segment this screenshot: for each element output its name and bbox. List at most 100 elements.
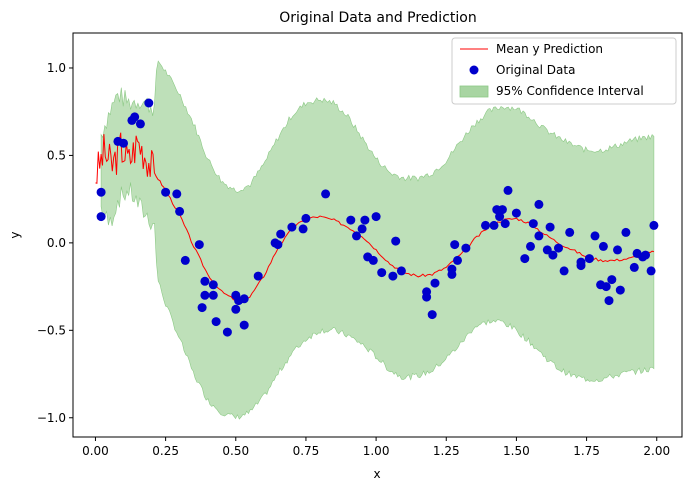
data-point (388, 271, 398, 281)
data-point (604, 296, 614, 306)
data-point (276, 229, 286, 239)
data-point (161, 187, 171, 197)
data-point (194, 240, 204, 250)
legend: Mean y Prediction Original Data 95% Confid… (451, 37, 677, 105)
x-tick-label: 0.00 (82, 444, 109, 458)
data-point (489, 220, 499, 230)
data-point (534, 231, 544, 241)
data-point (287, 222, 297, 232)
data-point (371, 212, 381, 222)
y-tick-label: 1.0 (47, 61, 66, 75)
data-point (590, 231, 600, 241)
data-point (391, 236, 401, 246)
data-point (96, 212, 106, 222)
data-point (239, 294, 249, 304)
data-point (422, 292, 432, 302)
data-point (615, 285, 625, 295)
data-point (559, 266, 569, 276)
data-point (175, 206, 185, 216)
data-point (500, 219, 510, 229)
data-point (461, 243, 471, 253)
data-point (273, 240, 283, 250)
data-point (584, 254, 594, 264)
legend-label: Mean y Prediction (496, 42, 603, 56)
data-point (565, 227, 575, 237)
confidence-band (100, 60, 655, 420)
data-point (629, 262, 639, 272)
y-axis-label: y (8, 231, 22, 238)
data-point (554, 243, 563, 253)
data-point (427, 310, 437, 320)
data-point (352, 231, 361, 241)
x-tick-label: 0.75 (293, 444, 320, 458)
data-point (368, 255, 378, 265)
data-point (357, 224, 367, 234)
data-point (613, 245, 622, 255)
data-point (200, 290, 210, 300)
data-point (497, 205, 507, 215)
data-point (144, 98, 154, 108)
data-point (197, 303, 207, 313)
x-axis-label: x (373, 467, 380, 481)
legend-label: Original Data (496, 63, 575, 77)
x-tick-label: 1.75 (573, 444, 600, 458)
data-point (298, 224, 308, 234)
axis-ticks: 0.00 0.25 0.50 0.75 1.00 1.25 1.50 1.75 2.00 −1.0… (37, 61, 670, 458)
data-point (301, 213, 311, 223)
data-point (208, 290, 218, 300)
legend-marker-swatch (469, 65, 479, 75)
y-tick-label: 0.0 (47, 236, 66, 250)
data-point (231, 304, 241, 314)
data-point (396, 266, 406, 276)
x-tick-label: 1.25 (433, 444, 460, 458)
data-point (601, 282, 611, 292)
data-point (598, 241, 608, 251)
data-point (346, 215, 356, 225)
legend-label: 95% Confidence Interval (496, 84, 644, 98)
y-tick-label: −0.5 (37, 323, 66, 337)
data-point (130, 112, 140, 122)
data-point (180, 255, 190, 265)
data-point (548, 250, 558, 260)
data-point (222, 327, 232, 337)
data-point (447, 269, 457, 279)
data-point (641, 250, 650, 260)
chart-title: Original Data and Prediction (279, 10, 476, 26)
data-point (450, 240, 460, 250)
x-tick-label: 0.50 (222, 444, 249, 458)
data-point (607, 275, 617, 285)
data-point (211, 317, 221, 327)
x-tick-label: 1.00 (363, 444, 390, 458)
data-point (495, 212, 505, 222)
axes-frame (72, 32, 683, 438)
y-tick-label: −1.0 (37, 411, 66, 425)
data-point (511, 208, 521, 218)
data-point (534, 199, 544, 209)
data-point (135, 119, 145, 129)
data-point (253, 271, 263, 281)
plot-area (95, 60, 659, 420)
data-point (481, 220, 490, 230)
data-point (360, 215, 370, 225)
data-point (453, 255, 462, 265)
data-point (526, 241, 535, 251)
data-point (621, 227, 631, 237)
data-point (649, 220, 659, 230)
data-point (528, 219, 538, 229)
data-point (96, 187, 106, 197)
data-point (200, 276, 210, 286)
legend-band-swatch (459, 85, 489, 98)
data-point (545, 222, 555, 232)
legend-box (451, 37, 677, 105)
y-tick-label: 0.5 (47, 148, 66, 162)
data-point (119, 138, 128, 148)
data-point (520, 254, 530, 264)
data-point (172, 189, 182, 199)
data-point (430, 278, 440, 288)
data-point (503, 185, 513, 195)
x-tick-label: 1.50 (503, 444, 530, 458)
data-point (239, 320, 249, 330)
x-tick-label: 2.00 (643, 444, 670, 458)
data-point (646, 266, 656, 276)
